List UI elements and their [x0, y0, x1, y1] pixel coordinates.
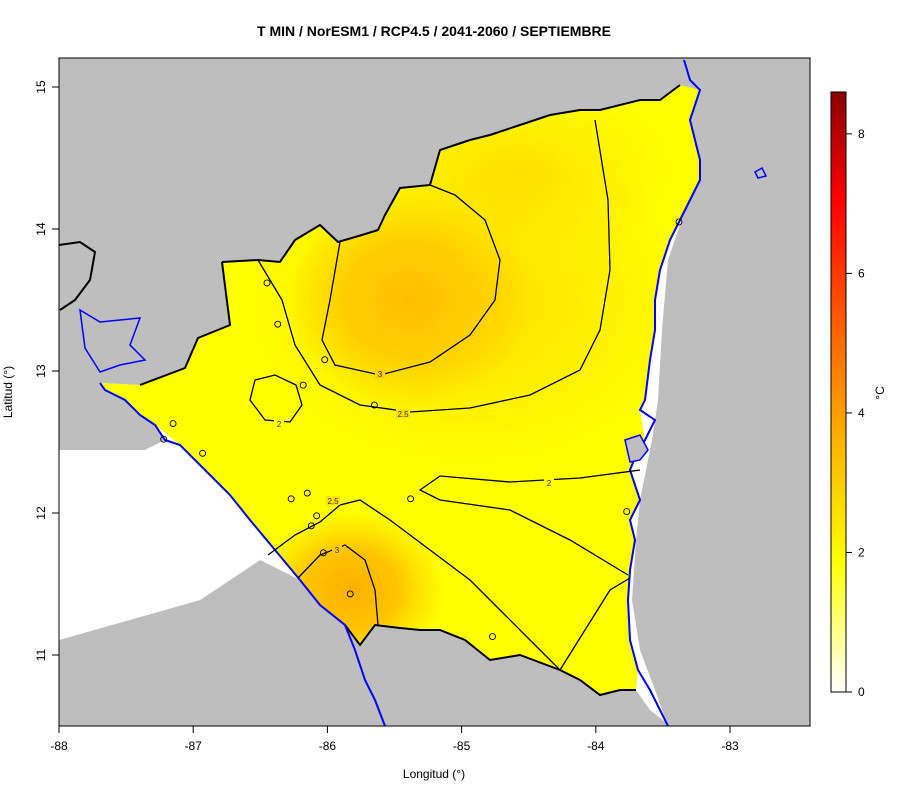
colorbar: 0 2 4 6 8 °C [830, 91, 887, 699]
honduras-border [59, 240, 97, 311]
station-point [299, 381, 307, 389]
contour-label: 2.5 [397, 410, 409, 419]
colorbar-ticks: 0 2 4 6 8 [846, 127, 865, 699]
colorbar-tick-label: 2 [858, 545, 865, 559]
station-point [313, 512, 321, 520]
station-point [199, 449, 207, 457]
station-point [287, 495, 295, 503]
nicaragua-border-west [139, 261, 232, 386]
y-tick-label: 11 [34, 648, 48, 661]
contour-label-group: 3 2.5 2 2 2.5 3 [274, 369, 554, 555]
map-panel: 3 2.5 2 2 2.5 3 [59, 58, 810, 726]
x-axis-label: Longitud (°) [403, 767, 465, 781]
station-point [675, 218, 683, 226]
station-markers [160, 218, 683, 640]
y-tick-label: 14 [34, 222, 48, 236]
station-point [321, 356, 329, 364]
station-point [160, 435, 168, 443]
x-tick-label: -83 [721, 739, 739, 753]
contour-label: 2 [547, 479, 552, 488]
pacific-coast [99, 382, 386, 726]
contour-3-south [297, 544, 379, 626]
gulf-of-fonseca [79, 308, 147, 373]
station-point [274, 320, 282, 328]
colorbar-tick-label: 0 [858, 685, 865, 699]
contour-2.5-north [257, 119, 611, 413]
station-point [407, 495, 415, 503]
cayos-miskitos [754, 166, 768, 179]
x-tick-label: -88 [50, 739, 68, 753]
station-point [623, 508, 631, 516]
x-tick-label: -86 [319, 739, 337, 753]
x-tick-label: -85 [453, 739, 471, 753]
colorbar-unit: °C [873, 386, 887, 400]
map-title: T MIN / NorESM1 / RCP4.5 / 2041-2060 / S… [257, 23, 611, 39]
colorbar-tick-label: 8 [858, 127, 865, 141]
pearl-lagoon [624, 434, 649, 463]
contour-3-north [321, 184, 501, 376]
station-point [489, 633, 496, 640]
contour-label: 3 [378, 370, 383, 379]
land-south [59, 560, 670, 726]
contour-2-east [418, 469, 641, 576]
y-axis: 11 12 13 14 15 [34, 80, 60, 661]
station-point [370, 401, 378, 409]
caribbean-coast [626, 59, 702, 726]
y-tick-label: 12 [34, 506, 48, 520]
station-point [307, 522, 315, 530]
land-east [632, 58, 810, 726]
y-axis-label: Latitud (°) [1, 366, 15, 418]
contour-label: 2.5 [327, 497, 339, 506]
station-point [319, 549, 327, 557]
x-axis: -88 -87 -86 -85 -84 -83 [50, 725, 739, 753]
x-tick-label: -87 [185, 739, 203, 753]
station-point [263, 279, 271, 287]
nicaragua-border-south [344, 623, 636, 697]
colorbar-tick-label: 6 [858, 266, 865, 280]
y-tick-label: 15 [34, 80, 48, 94]
x-tick-label: -84 [587, 739, 605, 753]
y-tick-label: 13 [34, 364, 48, 378]
contour-lines [249, 119, 641, 672]
contour-2.5-south [267, 499, 631, 672]
station-point [169, 420, 177, 427]
station-point [303, 489, 311, 497]
contour-label: 2 [277, 420, 282, 429]
nicaragua-border [221, 84, 681, 264]
contour-label: 3 [335, 546, 340, 555]
pacific-ocean [59, 440, 275, 640]
colorbar-gradient [830, 91, 847, 693]
station-point [346, 590, 354, 598]
colorbar-tick-label: 4 [858, 406, 865, 420]
